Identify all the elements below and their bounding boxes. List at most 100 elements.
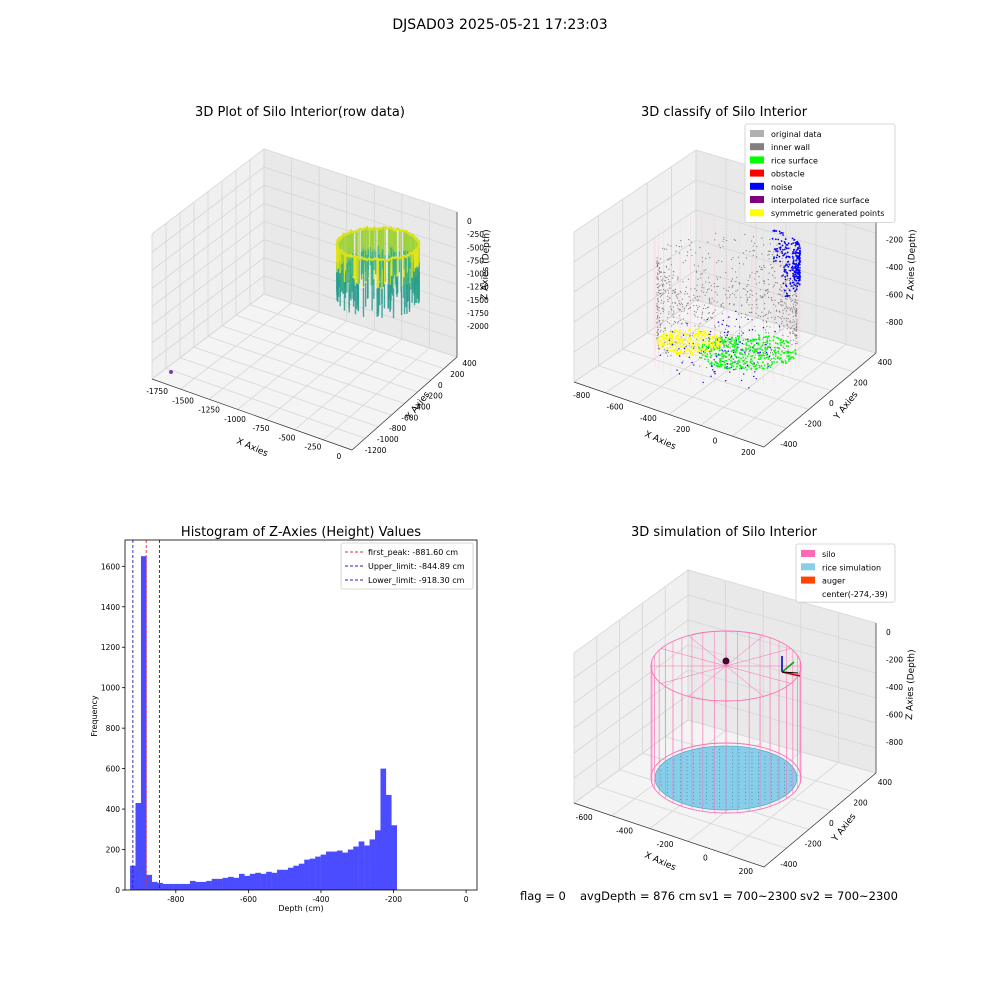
noise-point xyxy=(781,274,784,277)
histogram-bar xyxy=(293,865,300,890)
inner-wall-point xyxy=(664,280,667,282)
rice-grid-dot xyxy=(706,777,707,779)
legend-label: center(-274,-39) xyxy=(822,590,888,599)
inner-wall-point xyxy=(731,364,733,367)
rice-grid-dot xyxy=(738,748,740,750)
inner-wall-point xyxy=(703,287,705,289)
rice-grid-dot xyxy=(758,777,759,779)
symmetric-point xyxy=(714,347,717,350)
inner-wall-point xyxy=(735,290,737,292)
inner-wall-point xyxy=(786,253,788,255)
inner-wall-point xyxy=(756,307,758,309)
legend-label: first_peak: -881.60 cm xyxy=(368,548,458,557)
histogram-bar xyxy=(347,849,354,890)
rice-grid-dot xyxy=(732,748,733,750)
inner-wall-point xyxy=(713,300,715,302)
rice-surface-point xyxy=(774,342,777,344)
rice-surface-point xyxy=(758,366,761,369)
inner-wall-point xyxy=(656,317,659,319)
inner-wall-point xyxy=(684,308,686,310)
rice-grid-dot xyxy=(738,777,740,779)
rice-grid-dot xyxy=(686,755,688,757)
rice-surface-point xyxy=(794,353,797,356)
noise-point xyxy=(792,272,794,275)
inner-wall-point xyxy=(743,363,745,366)
rice-surface-point xyxy=(735,349,738,352)
inner-wall-point xyxy=(690,288,692,290)
inner-wall-point xyxy=(724,328,727,330)
rice-grid-dot xyxy=(738,773,740,775)
rice-grid-dot xyxy=(790,770,792,772)
inner-wall-point xyxy=(689,299,691,301)
symmetric-point xyxy=(675,351,678,354)
rice-grid-dot xyxy=(777,791,779,793)
rice-surface-point xyxy=(730,342,733,345)
footer-sv1: sv1 = 700~2300 xyxy=(699,889,797,903)
rice-grid-dot xyxy=(751,788,753,790)
inner-wall-point xyxy=(707,333,710,336)
inner-wall-point xyxy=(666,282,668,284)
rice-surface-point xyxy=(745,342,748,344)
x-tick-label: -200 xyxy=(656,840,673,849)
inner-wall-point xyxy=(751,294,753,297)
inner-wall-point xyxy=(680,323,683,325)
rice-surface-point xyxy=(718,349,721,352)
inner-wall-point xyxy=(663,301,665,303)
grid-line xyxy=(573,269,877,353)
inner-wall-point xyxy=(754,330,756,332)
symmetric-point xyxy=(679,348,682,351)
rice-surface-point xyxy=(723,346,725,348)
inner-wall-point xyxy=(681,310,683,313)
inner-wall-point xyxy=(785,282,787,285)
z-tick-label: -1000 xyxy=(467,270,489,279)
rice-grid-dot xyxy=(764,795,766,797)
rice-grid-dot xyxy=(719,777,720,779)
inner-wall-point xyxy=(664,289,666,291)
rice-surface-point xyxy=(704,358,706,361)
inner-wall-point xyxy=(660,294,663,297)
inner-wall-point xyxy=(689,306,691,308)
x-tick-label: -1750 xyxy=(146,387,168,396)
noise-point xyxy=(741,342,744,345)
raw-outlier-point xyxy=(169,370,173,374)
inner-wall-point xyxy=(716,301,718,303)
rice-surface-point xyxy=(730,356,733,359)
inner-wall-point xyxy=(704,294,706,296)
histogram-bar xyxy=(342,852,349,890)
rice-surface-point xyxy=(772,353,774,356)
noise-point xyxy=(735,310,737,312)
symmetric-point xyxy=(708,348,711,351)
inner-wall-point xyxy=(681,298,684,300)
inner-wall-point xyxy=(764,293,766,295)
rice-surface-point xyxy=(752,363,754,366)
rice-surface-point xyxy=(708,346,711,348)
silo-roof-line xyxy=(660,665,727,684)
noise-point xyxy=(730,366,732,368)
inner-wall-point xyxy=(698,325,700,327)
inner-wall-point xyxy=(657,298,659,300)
rice-surface-point xyxy=(765,354,768,356)
inner-wall-point xyxy=(789,320,792,322)
inner-wall-point xyxy=(717,285,719,287)
rice-surface-point xyxy=(720,357,722,360)
inner-wall-point xyxy=(733,303,735,305)
rice-grid-dot xyxy=(667,791,668,793)
rice-surface-point xyxy=(745,338,747,341)
rice-surface-point xyxy=(710,361,713,364)
histogram-bar xyxy=(140,556,147,890)
inner-wall-point xyxy=(764,341,766,344)
rice-grid-dot xyxy=(777,788,779,790)
inner-wall-point xyxy=(660,323,662,325)
inner-wall-point xyxy=(667,278,669,280)
inner-wall-point xyxy=(778,310,780,312)
grid-line xyxy=(151,293,458,380)
inner-wall-point xyxy=(689,307,691,309)
rice-surface-point xyxy=(737,362,740,365)
inner-wall-point xyxy=(794,298,796,301)
rice-grid-dot xyxy=(699,752,701,754)
inner-wall-point xyxy=(660,279,662,281)
inner-wall-point xyxy=(676,304,678,306)
rice-surface-point xyxy=(698,356,701,359)
symmetric-point xyxy=(692,343,694,346)
histogram-bar xyxy=(358,841,365,890)
